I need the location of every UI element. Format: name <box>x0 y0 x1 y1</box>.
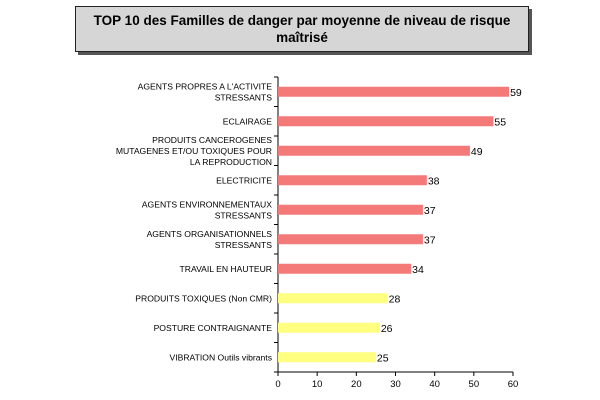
x-tick-label: 30 <box>390 379 401 390</box>
bar <box>278 145 470 156</box>
bar-value-label: 37 <box>424 205 436 217</box>
bar <box>278 86 510 97</box>
category-label: AGENTS ENVIRONNEMENTAUX STRESSANTS <box>142 199 272 220</box>
x-tick-label: 10 <box>312 379 323 390</box>
x-tick-label: 60 <box>508 379 519 390</box>
category-label-line: STRESSANTS <box>215 92 273 102</box>
category-label: PRODUITS CANCEROGENES MUTAGENES ET/OU TOX… <box>116 135 272 167</box>
bar-value-label: 49 <box>471 146 483 158</box>
bar <box>278 322 380 333</box>
category-label: ECLAIRAGE <box>223 116 272 126</box>
bar <box>278 234 423 245</box>
bar <box>278 293 388 304</box>
bar <box>278 116 494 127</box>
category-label-line: AGENTS PROPRES A L'ACTIVITE <box>138 81 273 91</box>
chart-title: TOP 10 des Familles de danger par moyenn… <box>75 6 529 52</box>
bar-value-label: 28 <box>389 293 401 305</box>
category-label: POSTURE CONTRAIGNANTE <box>154 323 273 333</box>
bar-value-label: 25 <box>377 352 389 364</box>
bar-value-label: 38 <box>428 175 440 187</box>
category-label-line: VIBRATION Outils vibrants <box>169 352 272 362</box>
bar-value-label: 37 <box>424 234 436 246</box>
category-label-line: ECLAIRAGE <box>223 116 272 126</box>
category-label: AGENTS ORGANISATIONNELS STRESSANTS <box>147 229 273 250</box>
category-label-line: ELECTRICITE <box>216 175 272 185</box>
category-label: VIBRATION Outils vibrants <box>169 352 272 362</box>
category-label-line: STRESSANTS <box>215 240 273 250</box>
bar <box>278 263 412 274</box>
category-label-line: STRESSANTS <box>215 210 273 220</box>
category-label-line: MUTAGENES ET/OU TOXIQUES POUR <box>116 146 272 156</box>
category-label-line: PRODUITS CANCEROGENES <box>152 135 272 145</box>
bar-value-label: 26 <box>381 323 393 335</box>
category-label-line: TRAVAIL EN HAUTEUR <box>180 264 272 274</box>
category-label-line: AGENTS ENVIRONNEMENTAUX <box>142 199 272 209</box>
category-label-line: POSTURE CONTRAIGNANTE <box>154 323 273 333</box>
category-label: AGENTS PROPRES A L'ACTIVITE STRESSANTS <box>138 81 273 102</box>
category-label: PRODUITS TOXIQUES (Non CMR) <box>135 293 272 303</box>
x-tick-label: 40 <box>429 379 440 390</box>
category-label: TRAVAIL EN HAUTEUR <box>180 264 272 274</box>
bar <box>278 175 427 186</box>
bar <box>278 204 423 215</box>
category-label-line: AGENTS ORGANISATIONNELS <box>147 229 273 239</box>
x-tick-label: 50 <box>469 379 480 390</box>
bar-value-label: 34 <box>412 264 424 276</box>
bar <box>278 352 376 363</box>
category-label-line: LA REPRODUCTION <box>190 157 272 167</box>
category-label: ELECTRICITE <box>216 175 272 185</box>
category-label-line: PRODUITS TOXIQUES (Non CMR) <box>135 293 272 303</box>
bar-value-label: 59 <box>510 87 522 99</box>
bar-value-label: 55 <box>494 116 506 128</box>
x-tick-label: 20 <box>351 379 362 390</box>
x-tick-label: 0 <box>275 379 280 390</box>
